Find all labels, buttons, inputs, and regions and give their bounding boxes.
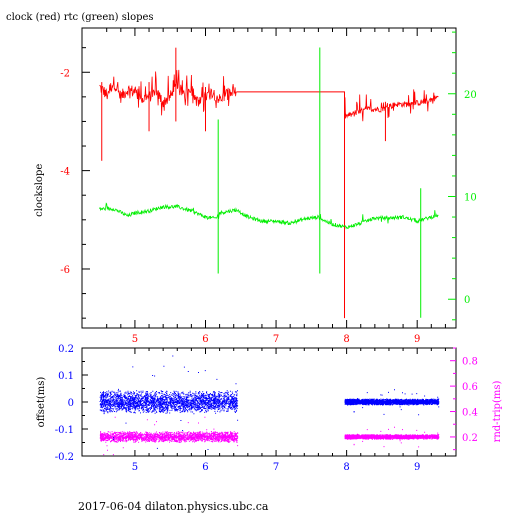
bottom-y2-tick-label: 0.8	[462, 357, 478, 368]
bottom-y2-tick-label: 0.4	[462, 408, 478, 419]
top-x-tick-label: 7	[273, 334, 279, 345]
bottom-x-tick-label: 6	[202, 462, 208, 473]
bottom-y2-axis-label: rnd-trip(ms)	[492, 381, 503, 443]
bottom-y-axis-label: offset(ms)	[36, 377, 47, 428]
bottom-y-tick-label: 0	[68, 398, 74, 409]
top-y-tick-label: -4	[60, 167, 70, 178]
round-trip-points	[99, 416, 239, 456]
top-x-tick-label: 9	[414, 334, 420, 345]
top-y-tick-label: -6	[60, 265, 70, 276]
top-x-tick-label: 5	[132, 334, 138, 345]
offset-points	[99, 355, 239, 450]
footer-caption: 2017-06-04 dilaton.physics.ubc.ca	[78, 500, 269, 513]
round-trip-points	[344, 426, 440, 448]
rtc-slope-series	[99, 202, 439, 230]
top-x-tick-label: 8	[343, 334, 349, 345]
clock-slope-series-gap	[236, 91, 346, 319]
top-y2-tick-label: 10	[464, 192, 477, 203]
bottom-x-axis: 5 6 7 8 9	[132, 348, 446, 473]
top-plot-frame	[81, 27, 457, 329]
bottom-y-axis-left: 0.2 0.1 0 -0.1 -0.2	[55, 344, 88, 463]
top-y-axis-right: 0 10 20	[448, 31, 477, 321]
top-x-axis: 5 6 7 8 9	[106, 28, 446, 345]
offset-points	[344, 389, 440, 416]
bottom-x-tick-label: 5	[132, 462, 138, 473]
bottom-y-tick-label: 0.2	[58, 344, 74, 355]
bottom-x-tick-label: 7	[273, 462, 279, 473]
bottom-x-tick-label: 8	[343, 462, 349, 473]
bottom-y-tick-label: 0.1	[58, 371, 74, 382]
chart-title: clock (red) rtc (green) slopes	[6, 12, 154, 23]
top-y2-tick-label: 0	[464, 295, 470, 306]
top-y-axis-left: -2 -4 -6	[60, 47, 90, 319]
bottom-y-axis-right: 0.8 0.6 0.4 0.2	[450, 347, 478, 451]
bottom-x-tick-label: 9	[414, 462, 420, 473]
bottom-series-group	[99, 355, 440, 456]
clock-slope-series-b	[344, 89, 439, 122]
bottom-y-tick-label: -0.1	[55, 425, 74, 436]
offset-panel: 5 6 7 8 9 0.2 0.1 0 -0.1 -0.2 0.8 0.6 0.4 0.2 offse…	[36, 344, 503, 473]
top-y-tick-label: -2	[60, 68, 70, 79]
bottom-y2-tick-label: 0.6	[462, 382, 478, 393]
top-y2-tick-label: 20	[464, 90, 477, 101]
clock-slope-series-a	[99, 69, 237, 116]
top-series-group	[99, 47, 439, 319]
top-x-tick-label: 6	[202, 334, 208, 345]
clock-slope-panel: 5 6 7 8 9 -2 -4 -6 0 10 20 clockslope	[34, 27, 477, 345]
top-y-axis-label: clockslope	[34, 164, 45, 217]
bottom-y-tick-label: -0.2	[55, 452, 74, 463]
bottom-y2-tick-label: 0.2	[462, 433, 478, 444]
